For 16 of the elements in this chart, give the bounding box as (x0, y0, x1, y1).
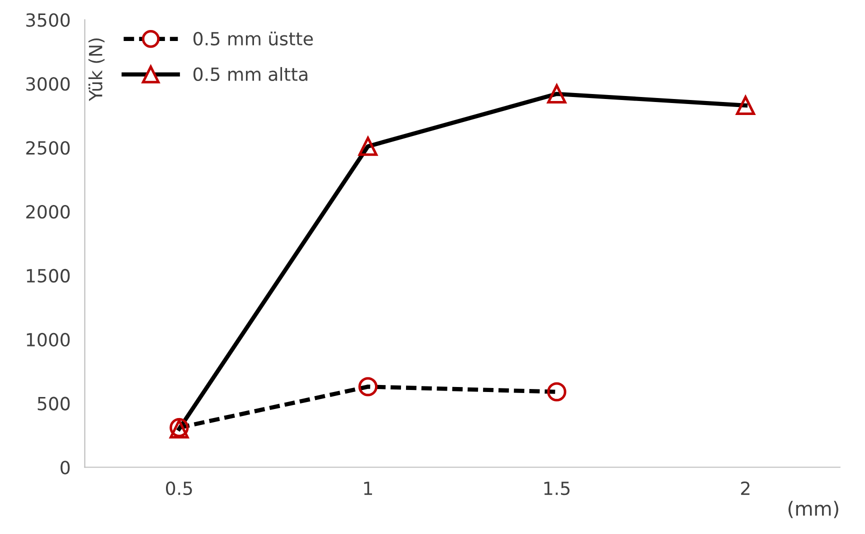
x-tick-label: 0.5 (166, 481, 192, 496)
y-tick-label: 500 (38, 396, 70, 410)
y-tick-label: 0 (60, 460, 70, 474)
legend-label: 0.5 mm üstte (193, 32, 313, 46)
y-axis-title: Yük (N) (88, 38, 105, 102)
y-tick-label: 1500 (26, 268, 70, 283)
x-axis-title: (mm) (788, 500, 838, 518)
y-tick-label: 3000 (26, 77, 70, 91)
legend-label: 0.5 mm altta (193, 67, 308, 82)
x-tick-label: 1.5 (544, 482, 570, 496)
x-tick-label: 2 (741, 481, 750, 495)
y-tick-label: 1000 (26, 332, 70, 347)
x-tick-label: 1 (364, 482, 372, 495)
y-tick-label: 2000 (26, 205, 70, 219)
y-tick-label: 2500 (26, 141, 70, 155)
y-tick-label: 3500 (26, 13, 70, 27)
